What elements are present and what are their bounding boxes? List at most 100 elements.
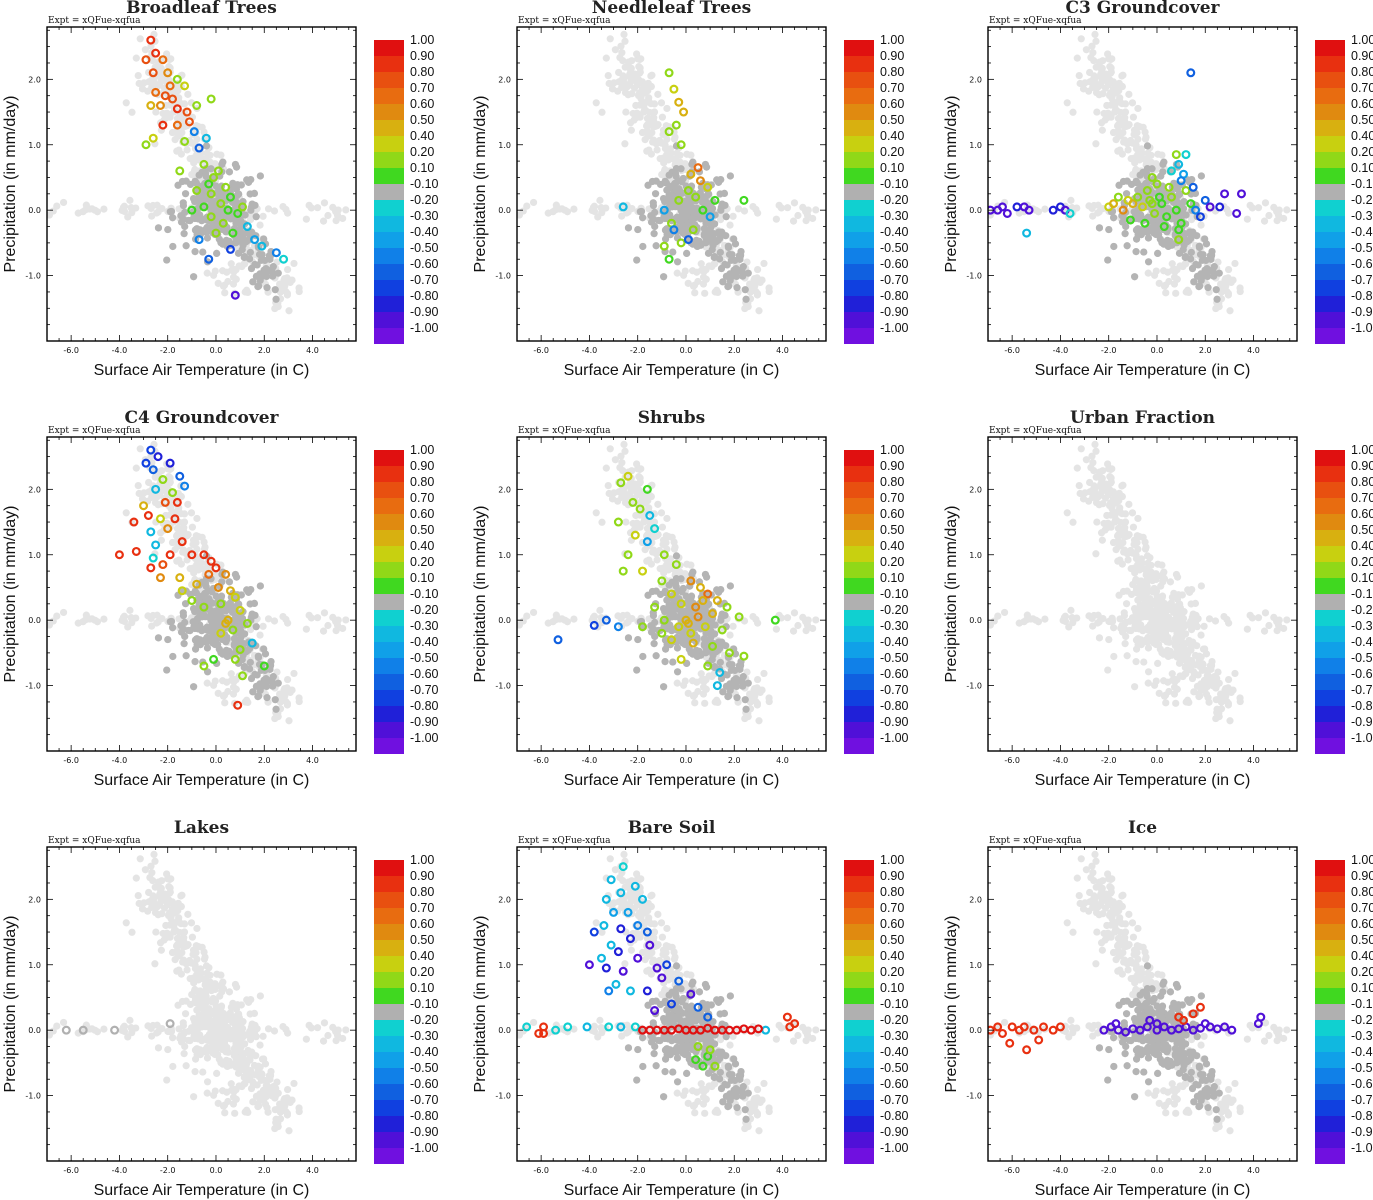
neutral-point <box>675 185 683 193</box>
background-point <box>241 698 249 706</box>
background-point <box>1182 288 1190 296</box>
background-point <box>1129 170 1137 179</box>
neutral-point <box>260 645 268 653</box>
neutral-point <box>717 264 726 273</box>
background-point <box>1119 71 1127 79</box>
neutral-point <box>202 142 211 150</box>
data-point <box>160 91 170 101</box>
neutral-point <box>672 164 680 173</box>
x-tick-label: -6.0 <box>1004 346 1020 355</box>
background-point <box>683 560 691 568</box>
background-point <box>1115 115 1124 123</box>
colorbar-label: -1.00 <box>410 321 439 335</box>
colorbar-segment <box>844 152 874 168</box>
scatter-points <box>47 27 350 315</box>
y-tick-label: 2.0 <box>969 75 982 84</box>
background-point <box>729 212 737 220</box>
neutral-point <box>716 255 724 263</box>
colorbar-segment <box>374 706 404 722</box>
expt-label: Expt = xQFue-xqfua <box>48 16 141 26</box>
colorbar-label: -0.50 <box>410 241 439 255</box>
neutral-point <box>737 247 745 256</box>
colorbar-segment <box>844 296 874 312</box>
colorbar-label: -0.10 <box>880 177 909 191</box>
y-axis-label: Precipitation (in mm/day) <box>2 506 19 683</box>
colorbar-segment <box>374 136 404 152</box>
neutral-point <box>229 179 237 187</box>
colorbar-label: 0.50 <box>410 523 434 537</box>
colorbar-segment <box>374 466 404 482</box>
background-point <box>176 130 184 139</box>
colorbar-segment <box>374 450 404 466</box>
x-axis-label: Surface Air Temperature (in C) <box>564 362 780 379</box>
neutral-point <box>1212 286 1220 294</box>
data-point <box>180 136 190 146</box>
colorbar-label: 0.90 <box>1351 49 1373 63</box>
background-point <box>59 198 68 207</box>
colorbar-segment <box>1315 312 1345 328</box>
background-point <box>59 608 68 617</box>
data-point <box>146 100 156 110</box>
background-point <box>753 289 762 297</box>
colorbar-segment <box>1315 40 1345 56</box>
colorbar-segment <box>374 610 404 626</box>
colorbar-label: 0.50 <box>1351 113 1373 127</box>
background-point <box>1152 160 1160 168</box>
colorbar-label: -0.40 <box>1351 225 1373 239</box>
background-point <box>1073 54 1081 62</box>
neutral-point <box>704 249 713 257</box>
background-point <box>653 556 661 564</box>
background-point <box>697 260 705 268</box>
neutral-point <box>1175 249 1184 257</box>
colorbar-label: -0.60 <box>410 667 439 681</box>
y-tick-label: 0.0 <box>498 206 511 215</box>
neutral-point <box>716 248 724 256</box>
background-point <box>138 85 147 93</box>
background-point <box>135 79 143 88</box>
background-point <box>230 267 238 276</box>
colorbar-label: 1.00 <box>1351 33 1373 47</box>
colorbar-segment <box>374 120 404 136</box>
neutral-point <box>253 671 261 679</box>
background-point <box>754 209 762 217</box>
background-point <box>1265 211 1273 220</box>
data-point <box>676 140 686 150</box>
colorbar-segment <box>1315 72 1345 88</box>
data-point <box>1002 208 1012 218</box>
data-point <box>676 238 686 248</box>
y-tick-label: 2.0 <box>28 75 41 84</box>
background-point <box>777 204 785 212</box>
neutral-point <box>689 158 697 166</box>
expt-label: Expt = xQFue-xqfua <box>989 16 1082 26</box>
neutral-point <box>683 205 691 213</box>
background-point <box>132 204 140 212</box>
neutral-point <box>213 615 221 623</box>
background-point <box>755 307 763 315</box>
panel-title: Needleleaf Trees <box>592 0 751 18</box>
background-point <box>670 545 679 553</box>
data-point <box>143 510 153 520</box>
data-point <box>233 208 243 218</box>
colorbar: 1.000.900.800.700.600.500.400.200.10-0.1… <box>1315 33 1373 344</box>
background-point <box>740 207 749 215</box>
colorbar-label: 0.40 <box>1351 129 1373 143</box>
background-point <box>132 614 140 622</box>
neutral-point <box>237 231 245 240</box>
neutral-point <box>1140 248 1148 256</box>
x-axis-label: Surface Air Temperature (in C) <box>94 772 310 789</box>
data-point <box>674 97 684 107</box>
background-point <box>1128 99 1137 107</box>
background-point <box>135 489 143 498</box>
data-point <box>1215 202 1225 212</box>
data-point <box>659 205 669 215</box>
colorbar-label: 0.10 <box>410 571 434 585</box>
background-point <box>155 81 164 89</box>
background-point <box>128 108 136 116</box>
background-point <box>168 128 177 137</box>
neutral-point <box>666 213 674 221</box>
y-tick-label: 1.0 <box>498 141 511 150</box>
panel-title: C3 Groundcover <box>1065 0 1220 18</box>
data-point <box>199 202 209 212</box>
data-point <box>160 497 170 507</box>
